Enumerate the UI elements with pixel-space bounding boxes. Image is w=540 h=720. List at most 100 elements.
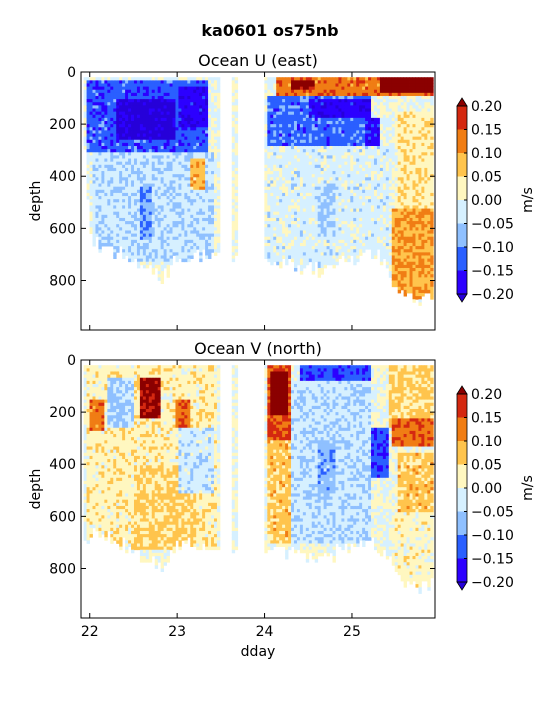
heatmap-cell (288, 89, 292, 94)
heatmap-cell (190, 183, 194, 188)
heatmap-cell (356, 246, 360, 250)
heatmap-cell (86, 155, 90, 159)
heatmap-cell (196, 83, 200, 87)
heatmap-cell (190, 111, 194, 116)
heatmap-cell (181, 124, 185, 128)
heatmap-cell (181, 83, 185, 87)
heatmap-cell (92, 227, 96, 231)
heatmap-cell (365, 180, 369, 184)
heatmap-cell (320, 86, 325, 91)
heatmap-cell (89, 89, 93, 94)
heatmap-cell (365, 133, 369, 138)
heatmap-cell (359, 95, 363, 100)
heatmap-cell (128, 102, 132, 106)
heatmap-cell (234, 202, 239, 206)
heatmap-cell (110, 242, 114, 247)
heatmap-cell (101, 117, 105, 122)
heatmap-cell (202, 83, 206, 87)
heatmap-cell (190, 164, 194, 169)
heatmap-cell (160, 114, 165, 119)
heatmap-cell (187, 208, 191, 213)
heatmap-cell (95, 202, 99, 206)
heatmap-cell (133, 239, 138, 244)
heatmap-cell (160, 83, 165, 87)
heatmap-cell (148, 252, 153, 256)
heatmap-cell (296, 211, 301, 216)
heatmap-cell (293, 189, 298, 194)
heatmap-cell (175, 230, 179, 234)
heatmap-cell (208, 214, 212, 219)
heatmap-cell (157, 274, 162, 278)
heatmap-cell (317, 202, 322, 206)
heatmap-cell (326, 261, 330, 266)
heatmap-cell (308, 208, 313, 213)
heatmap-cell (95, 95, 99, 100)
heatmap-cell (338, 214, 342, 219)
heatmap-cell (92, 80, 96, 84)
heatmap-cell (335, 124, 339, 128)
heatmap-cell (101, 86, 105, 91)
heatmap-cell (166, 196, 170, 200)
heatmap-cell (231, 120, 236, 125)
heatmap-cell (181, 167, 185, 172)
heatmap-cell (285, 214, 289, 219)
heatmap-cell (89, 189, 93, 194)
heatmap-cell (199, 202, 203, 206)
heatmap-cell (205, 217, 209, 222)
heatmap-cell (145, 174, 150, 178)
heatmap-cell (89, 186, 93, 191)
heatmap-cell (145, 95, 150, 100)
heatmap-cell (341, 233, 345, 238)
heatmap-cell (344, 227, 348, 231)
heatmap-cell (122, 221, 126, 225)
heatmap-cell (216, 161, 221, 166)
heatmap-cell (157, 255, 162, 259)
heatmap-cell (335, 99, 339, 103)
heatmap-cell (302, 208, 307, 213)
heatmap-cell (359, 152, 363, 156)
heatmap-cell (216, 164, 221, 169)
heatmap-cell (142, 95, 147, 100)
heatmap-cell (305, 255, 310, 259)
heatmap-cell (148, 186, 153, 191)
heatmap-cell (160, 208, 165, 213)
heatmap-cell (157, 264, 162, 269)
heatmap-cell (151, 211, 156, 216)
heatmap-cell (338, 149, 342, 153)
heatmap-cell (326, 99, 330, 103)
heatmap-cell (293, 205, 298, 209)
heatmap-cell (139, 252, 144, 256)
heatmap-cell (154, 236, 159, 241)
heatmap-cell (110, 180, 114, 184)
heatmap-cell (202, 114, 206, 119)
heatmap-cell (125, 221, 129, 225)
heatmap-cell (178, 158, 182, 163)
heatmap-cell (302, 86, 307, 91)
heatmap-cell (270, 99, 274, 103)
heatmap-cell (128, 208, 132, 213)
heatmap-cell (163, 227, 167, 231)
heatmap-cell (181, 242, 185, 247)
heatmap-cell (234, 149, 239, 153)
heatmap-cell (205, 152, 209, 156)
heatmap-cell (133, 86, 138, 91)
heatmap-cell (305, 171, 310, 175)
heatmap-cell (133, 95, 138, 100)
heatmap-cell (166, 211, 170, 216)
heatmap-cell (350, 167, 354, 172)
heatmap-cell (193, 202, 197, 206)
heatmap-cell (356, 155, 360, 159)
heatmap-cell (323, 83, 327, 87)
heatmap-cell (110, 155, 114, 159)
heatmap-cell (320, 108, 325, 113)
heatmap-cell (276, 102, 280, 106)
heatmap-cell (116, 186, 120, 191)
heatmap-cell (190, 217, 194, 222)
heatmap-cell (353, 239, 357, 244)
heatmap-cell (320, 149, 325, 153)
heatmap-cell (329, 189, 333, 194)
heatmap-cell (356, 80, 360, 84)
heatmap-cell (92, 117, 96, 122)
heatmap-cell (181, 139, 185, 144)
heatmap-cell (332, 142, 336, 147)
